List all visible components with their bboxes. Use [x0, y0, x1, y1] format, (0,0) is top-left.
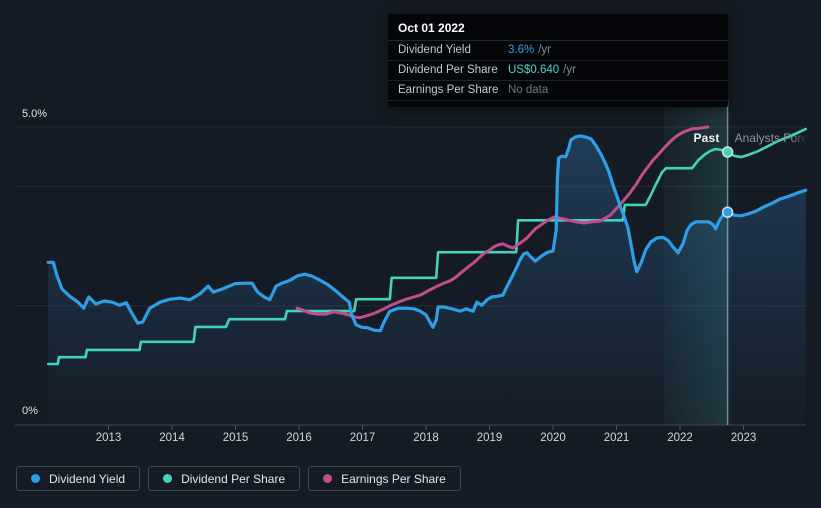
past-label: Past	[693, 131, 720, 145]
tooltip-label: Dividend Yield	[398, 44, 471, 56]
tooltip-suffix: /yr	[538, 44, 551, 56]
y-tick-label-top: 5.0%	[22, 108, 48, 120]
chart-legend: Dividend Yield Dividend Per Share Earnin…	[16, 466, 461, 491]
x-tick-label: 2017	[349, 432, 376, 444]
legend-label: Earnings Per Share	[341, 471, 446, 486]
y-tick-label-bottom: 0%	[22, 405, 38, 417]
legend-label: Dividend Yield	[49, 471, 126, 486]
tooltip-row-dividend-yield: Dividend Yield 3.6% /yr	[388, 41, 728, 61]
chart-tooltip: Oct 01 2022 Dividend Yield 3.6% /yr Divi…	[388, 14, 728, 107]
x-tick-label: 2015	[222, 432, 249, 444]
marker-dot-dividend-per-share[interactable]	[721, 146, 734, 158]
tooltip-value: No data	[508, 84, 549, 96]
analysts-forecast-label: Analysts Forecasts	[734, 131, 807, 145]
tooltip-date: Oct 01 2022	[388, 14, 728, 41]
legend-item-earnings-per-share[interactable]: Earnings Per Share	[308, 466, 461, 491]
x-tick-label: 2018	[413, 432, 439, 444]
tooltip-label: Dividend Per Share	[398, 64, 498, 76]
dividend-per-share-dot-icon	[163, 474, 173, 483]
series-line-dividend-yield	[46, 134, 808, 333]
tooltip-suffix: /yr	[563, 64, 576, 76]
tooltip-row-earnings-per-share: Earnings Per Share No data	[388, 81, 728, 101]
tooltip-label: Earnings Per Share	[398, 84, 499, 96]
x-tick-label: 2023	[730, 432, 757, 444]
x-tick-label: 2013	[95, 432, 122, 444]
x-tick-label: 2019	[476, 432, 503, 444]
legend-label: Dividend Per Share	[181, 471, 286, 486]
dividend-yield-dot-icon	[31, 474, 40, 483]
legend-item-dividend-yield[interactable]: Dividend Yield	[16, 466, 141, 491]
tooltip-value: 3.6%	[508, 44, 535, 56]
x-tick-label: 2020	[540, 432, 566, 444]
series-line-earnings-per-share	[295, 125, 710, 320]
tooltip-value: US$0.640	[508, 64, 560, 76]
x-tick-label: 2016	[286, 432, 312, 444]
marker-dot-dividend-yield[interactable]	[721, 206, 734, 218]
earnings-per-share-dot-icon	[323, 474, 333, 483]
tooltip-row-dividend-per-share: Dividend Per Share US$0.640 /yr	[388, 61, 728, 81]
x-tick-label: 2014	[159, 432, 185, 444]
x-tick-label: 2021	[603, 432, 630, 444]
x-tick-label: 2022	[667, 432, 693, 444]
legend-item-dividend-per-share[interactable]: Dividend Per Share	[148, 466, 301, 491]
